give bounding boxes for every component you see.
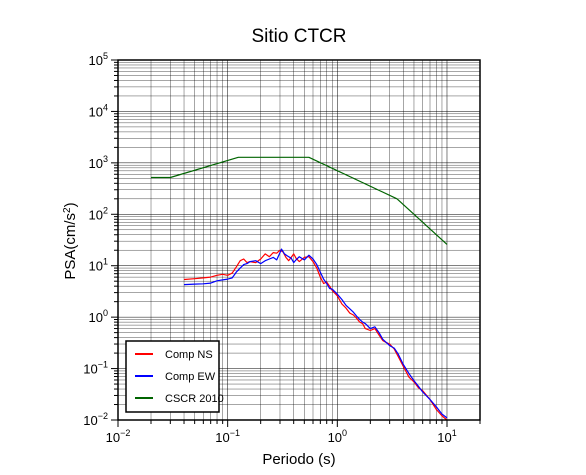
legend-label: CSCR 2010 [165, 393, 224, 405]
y-tick-label: 101 [89, 257, 108, 274]
y-tick-label: 105 [89, 51, 108, 68]
y-tick-label: 10−1 [83, 360, 108, 377]
y-tick-label: 103 [89, 154, 108, 171]
y-axis-label-main: PSA(cm/s [62, 213, 79, 280]
x-tick-label: 10−2 [106, 428, 131, 445]
y-axis-label-end: ) [62, 202, 79, 207]
legend: Comp NS Comp EW CSCR 2010 [125, 340, 224, 413]
chart-title: Sitio CTCR [251, 26, 346, 47]
y-axis-label-sup: 2 [62, 207, 73, 213]
x-tick-label: 101 [437, 428, 456, 445]
y-tick-label: 102 [89, 205, 108, 222]
x-tick-label: 10−1 [215, 428, 240, 445]
y-tick-labels: 10−2 10−1 100 101 102 103 104 105 [83, 51, 108, 428]
plot-frame [117, 59, 481, 421]
legend-label: Comp EW [165, 371, 216, 383]
x-axis-label: Periodo (s) [262, 451, 335, 468]
legend-label: Comp NS [165, 349, 213, 361]
x-tick-label: 100 [328, 428, 347, 445]
series-lines [151, 156, 448, 421]
series-line-comp-ew [183, 248, 448, 419]
series-line-cscr-2010 [151, 156, 448, 245]
minor-grid [118, 60, 481, 420]
y-tick-label: 100 [89, 308, 108, 325]
y-tick-label: 104 [89, 102, 108, 119]
y-tick-label: 10−2 [83, 411, 108, 428]
x-tick-labels: 10−2 10−1 100 101 [106, 428, 457, 445]
y-axis-label: PSA(cm/s2) [62, 202, 80, 279]
